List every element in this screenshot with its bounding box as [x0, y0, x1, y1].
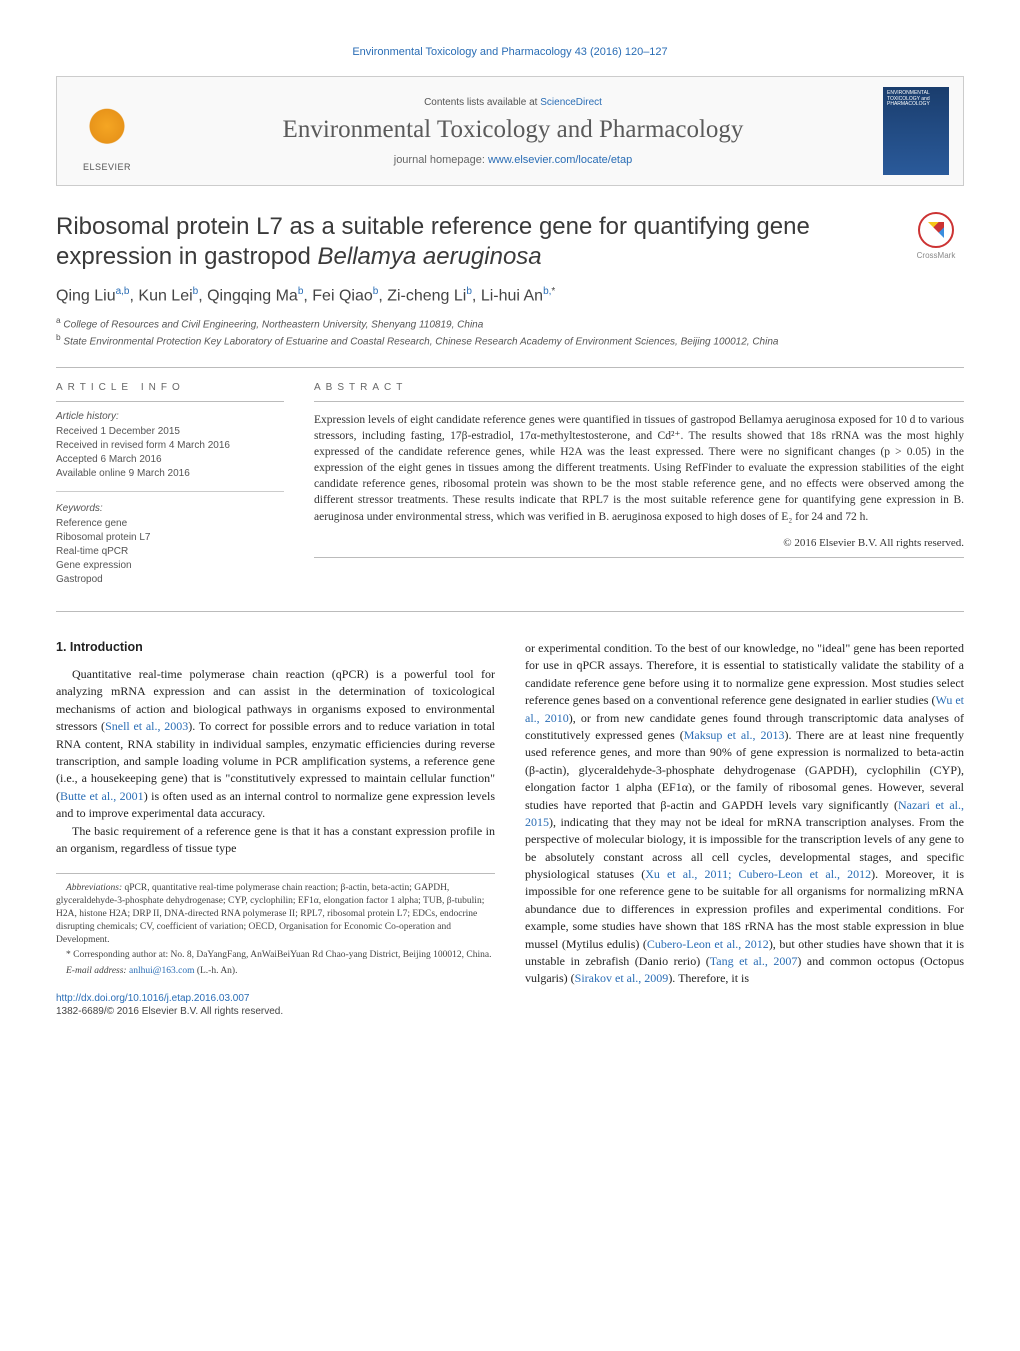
divider [314, 557, 964, 558]
body-text-col1: Quantitative real-time polymerase chain … [56, 666, 495, 857]
title-italic-species: Bellamya aeruginosa [318, 243, 542, 270]
text: ). Therefore, it is [668, 971, 749, 985]
divider [314, 401, 964, 402]
citation-link[interactable]: Sirakov et al., 2009 [575, 971, 669, 985]
divider [56, 401, 284, 402]
body-text-col2: or experimental condition. To the best o… [525, 640, 964, 988]
elsevier-tree-icon [81, 108, 133, 160]
divider [56, 611, 964, 612]
citation-link[interactable]: Maksup et al., 2013 [684, 728, 785, 742]
issn-line: 1382-6689/© 2016 Elsevier B.V. All right… [56, 1005, 495, 1018]
abbrev-label: Abbreviations: [66, 883, 122, 893]
abstract-copyright: © 2016 Elsevier B.V. All rights reserved… [314, 537, 964, 549]
citation-link[interactable]: Tang et al., 2007 [710, 954, 798, 968]
citation-link[interactable]: Snell et al., 2003 [105, 719, 188, 733]
affiliation-a: College of Resources and Civil Engineeri… [63, 320, 483, 331]
abstract-text: Expression levels of eight candidate ref… [314, 412, 964, 525]
corresponding-text: No. 8, DaYangFang, AnWaiBeiYuan Rd Chao-… [170, 950, 491, 960]
text: or experimental condition. To the best o… [525, 641, 964, 707]
keyword-item: Reference gene [56, 517, 284, 531]
email-label: E-mail address: [66, 966, 129, 976]
elsevier-label: ELSEVIER [83, 162, 131, 172]
running-head: Environmental Toxicology and Pharmacolog… [56, 46, 964, 58]
citation-link[interactable]: Xu et al., 2011; Cubero-Leon et al., 201… [645, 867, 871, 881]
keyword-item: Real-time qPCR [56, 545, 284, 559]
sciencedirect-link[interactable]: ScienceDirect [540, 97, 602, 108]
text: The basic requirement of a reference gen… [56, 823, 495, 858]
footnotes: Abbreviations: qPCR, quantitative real-t… [56, 873, 495, 978]
masthead: ELSEVIER Contents lists available at Sci… [56, 76, 964, 186]
corresponding-label: * Corresponding author at: [66, 950, 170, 960]
divider [56, 491, 284, 492]
citation-link[interactable]: Butte et al., 2001 [60, 789, 144, 803]
section-heading: 1. Introduction [56, 640, 495, 654]
crossmark-icon [918, 212, 954, 248]
abstract-label: ABSTRACT [314, 382, 964, 393]
doi-link[interactable]: http://dx.doi.org/10.1016/j.etap.2016.03… [56, 993, 250, 1004]
homepage-prefix: journal homepage: [394, 154, 488, 166]
contents-line: Contents lists available at ScienceDirec… [157, 97, 869, 108]
elsevier-logo: ELSEVIER [71, 90, 143, 172]
homepage-link[interactable]: www.elsevier.com/locate/etap [488, 154, 632, 166]
email-suffix: (L.-h. An). [194, 966, 237, 976]
history-label: Article history: [56, 410, 284, 424]
homepage-line: journal homepage: www.elsevier.com/locat… [157, 154, 869, 166]
contents-prefix: Contents lists available at [424, 97, 540, 108]
history-item: Accepted 6 March 2016 [56, 453, 284, 467]
article-title: Ribosomal protein L7 as a suitable refer… [56, 212, 892, 272]
authors-line: Qing Liua,b, Kun Leib, Qingqing Mab, Fei… [56, 286, 964, 305]
affiliations: a College of Resources and Civil Enginee… [56, 315, 964, 349]
page-footer: http://dx.doi.org/10.1016/j.etap.2016.03… [56, 992, 495, 1018]
history-item: Available online 9 March 2016 [56, 467, 284, 481]
email-link[interactable]: anlhui@163.com [129, 966, 194, 976]
history-item: Received 1 December 2015 [56, 425, 284, 439]
keywords-label: Keywords: [56, 502, 284, 516]
article-info-label: ARTICLE INFO [56, 382, 284, 393]
crossmark-badge[interactable]: CrossMark [908, 212, 964, 260]
divider [56, 367, 964, 368]
history-item: Received in revised form 4 March 2016 [56, 439, 284, 453]
keyword-item: Gastropod [56, 573, 284, 587]
journal-cover-thumb: ENVIRONMENTAL TOXICOLOGY and PHARMACOLOG… [883, 87, 949, 175]
citation-link[interactable]: Cubero-Leon et al., 2012 [647, 937, 769, 951]
crossmark-label: CrossMark [917, 251, 956, 260]
keyword-item: Gene expression [56, 559, 284, 573]
journal-title: Environmental Toxicology and Pharmacolog… [157, 116, 869, 144]
keyword-item: Ribosomal protein L7 [56, 531, 284, 545]
affiliation-b: State Environmental Protection Key Labor… [63, 336, 778, 347]
